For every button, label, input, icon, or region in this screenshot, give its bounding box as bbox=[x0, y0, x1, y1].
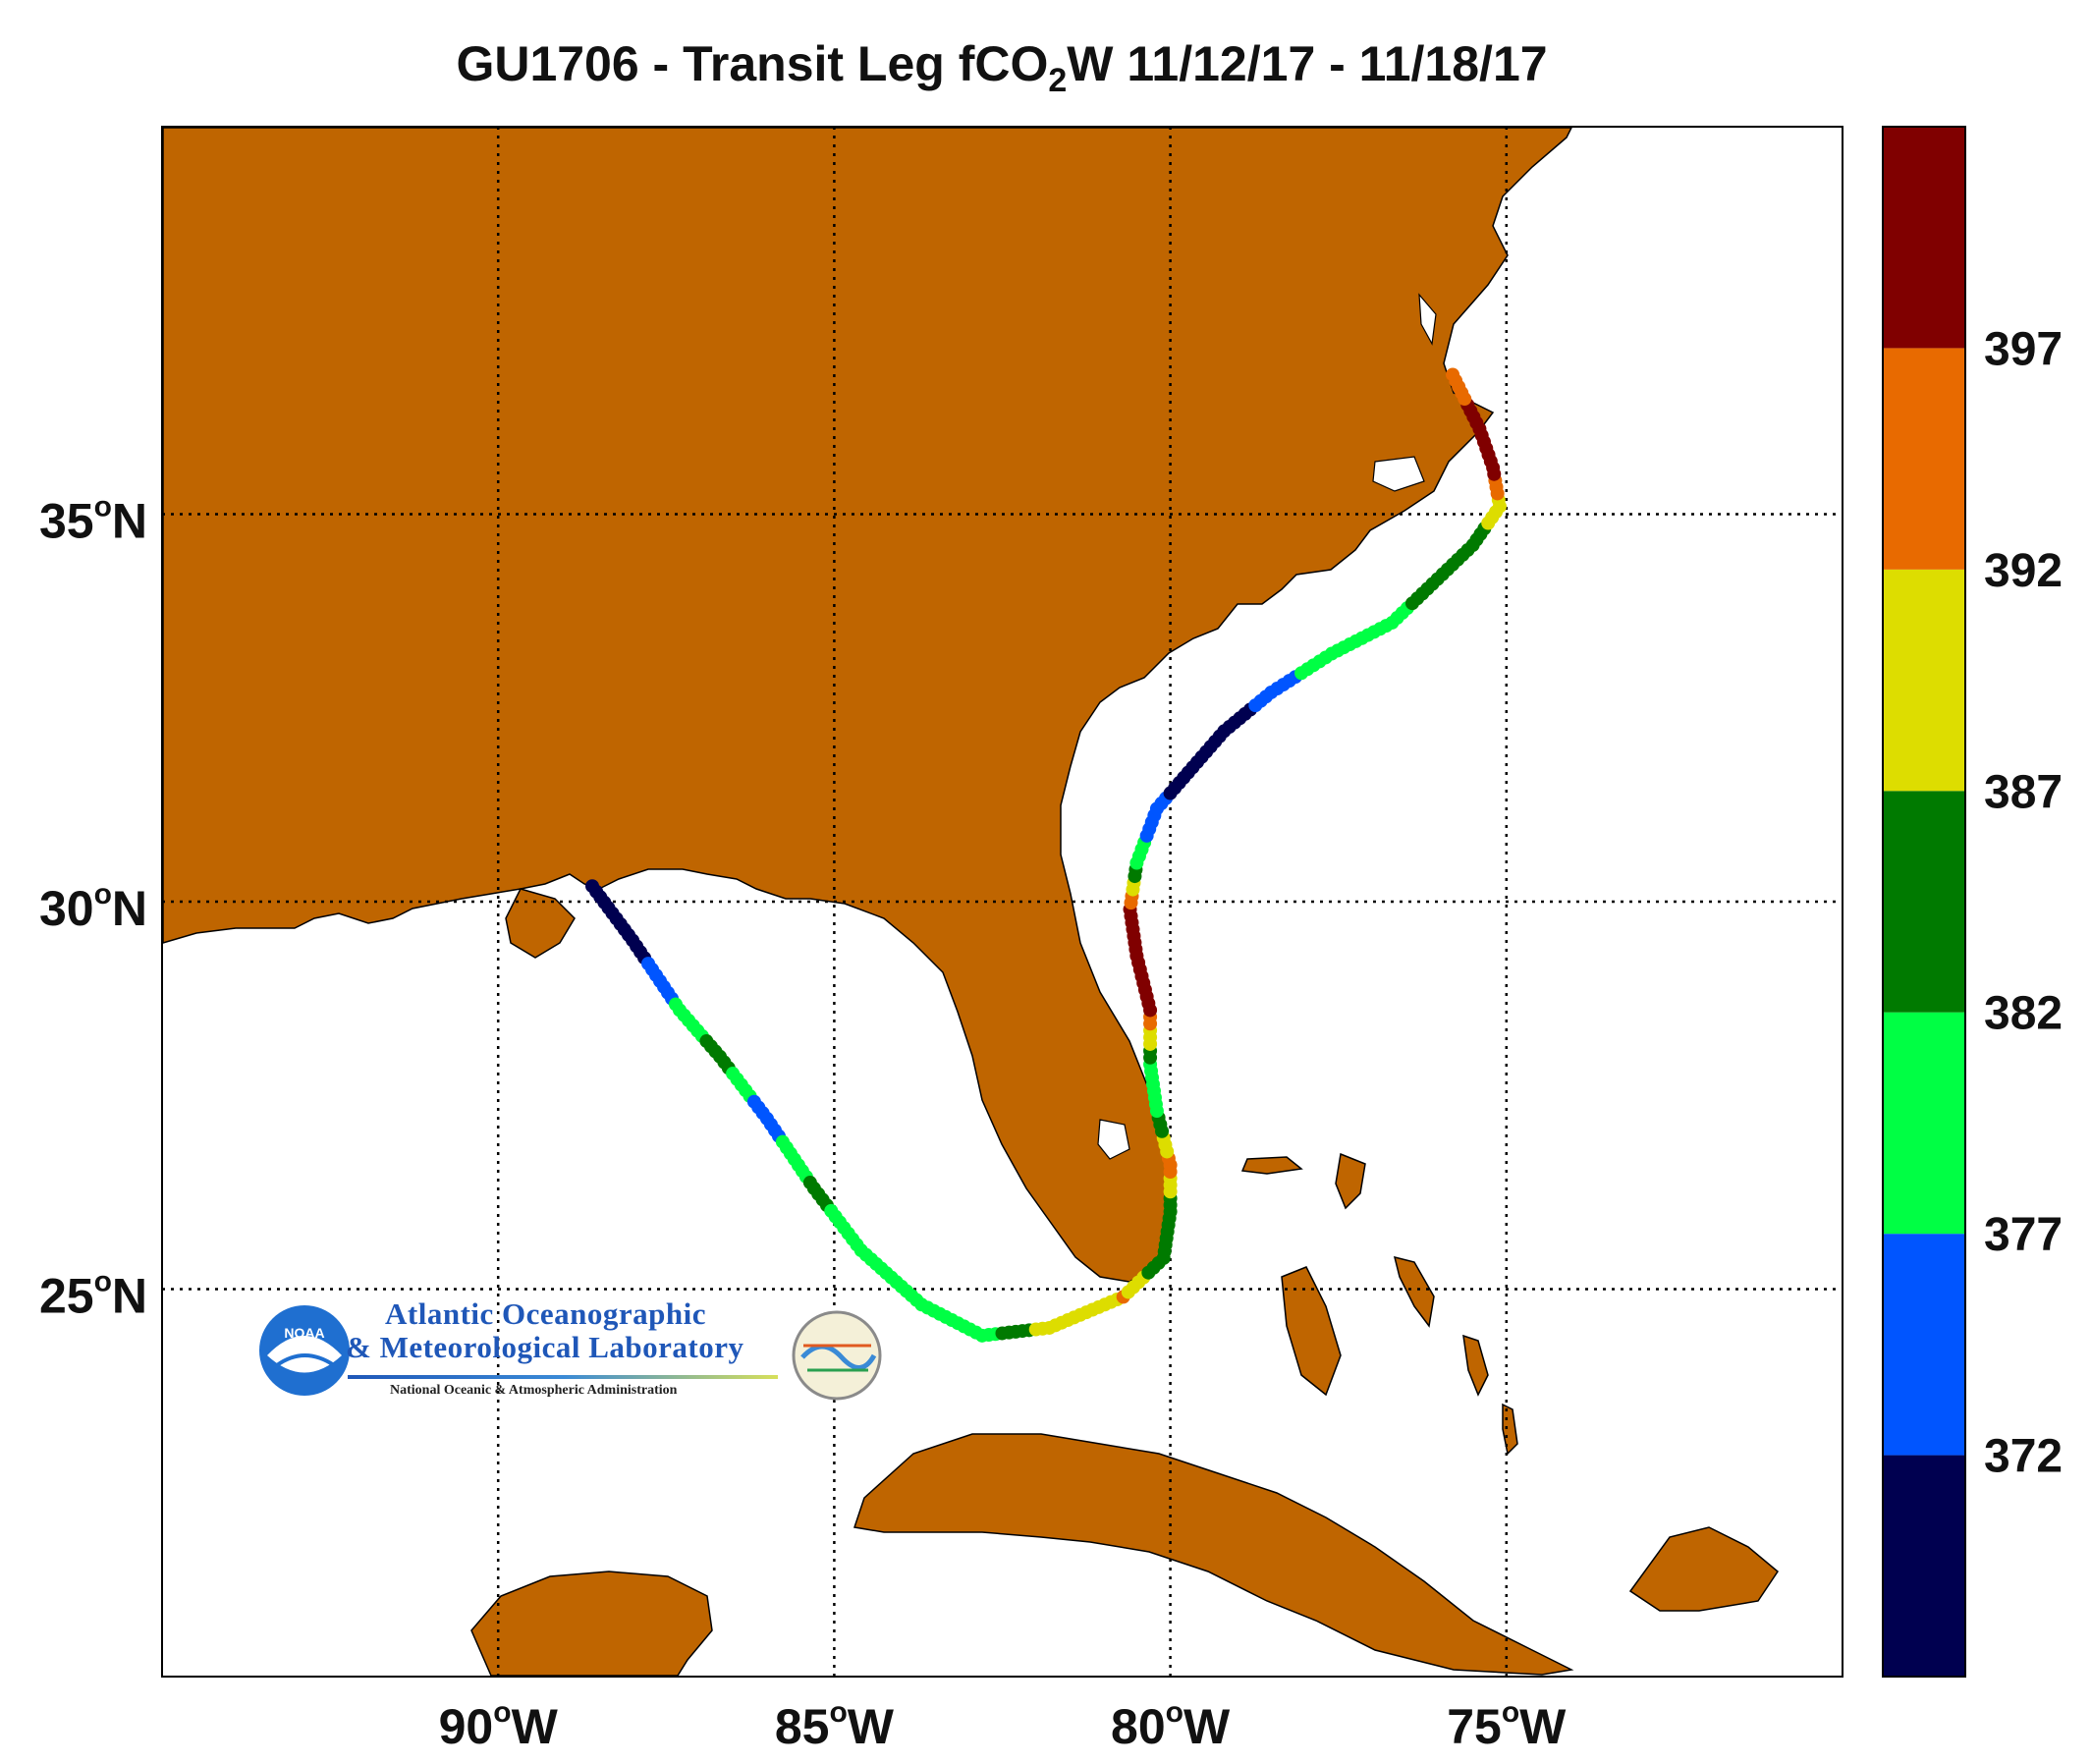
lon-tick-label: 85oW bbox=[775, 1696, 895, 1754]
ship-track bbox=[585, 367, 1507, 1343]
long-island-bahamas bbox=[1502, 1403, 1518, 1456]
pamlico-sound bbox=[1372, 456, 1425, 492]
lon-tick-label: 75oW bbox=[1447, 1696, 1567, 1754]
colorbar-tick-label: 382 bbox=[1984, 988, 2063, 1040]
title-prefix: GU1706 - Transit Leg fCO bbox=[456, 36, 1049, 91]
colorbar-bin bbox=[1883, 1234, 1965, 1456]
noaa-badge-text: NOAA bbox=[284, 1325, 324, 1341]
cat-island bbox=[1462, 1334, 1489, 1397]
lon-tick-label: 90oW bbox=[439, 1696, 559, 1754]
longitude-labels: 90oW 85oW 80oW 75oW bbox=[439, 1696, 1568, 1754]
lat-tick-label: 30oN bbox=[39, 878, 147, 936]
andros-island bbox=[1281, 1266, 1342, 1397]
colorbar: 372 377 382 387 392 397 bbox=[1882, 126, 2063, 1678]
colorbar-bin bbox=[1883, 348, 1965, 570]
lat-tick-label: 35oN bbox=[39, 491, 147, 549]
track-point bbox=[1446, 367, 1460, 382]
colorbar-bin bbox=[1883, 569, 1965, 792]
mississippi-delta bbox=[505, 888, 576, 959]
colorbar-tick-label: 392 bbox=[1984, 545, 2063, 597]
colorbar-bin bbox=[1883, 1012, 1965, 1235]
colorbar-tick-label: 397 bbox=[1984, 323, 2063, 375]
colorbar-tick-label: 377 bbox=[1984, 1209, 2063, 1261]
colorbar-tick-label: 387 bbox=[1984, 766, 2063, 818]
map-grid bbox=[162, 127, 1843, 1677]
title-suffix: W 11/12/17 - 11/18/17 bbox=[1067, 36, 1548, 91]
cuba bbox=[853, 1433, 1574, 1676]
lat-tick-label: 25oN bbox=[39, 1266, 147, 1324]
chart-title: GU1706 - Transit Leg fCO2W 11/12/17 - 11… bbox=[0, 35, 2004, 100]
logo-line1: Atlantic Oceanographic bbox=[385, 1296, 706, 1331]
lake-okeechobee bbox=[1097, 1119, 1130, 1160]
colorbar-bin bbox=[1883, 127, 1965, 349]
colorbar-frame bbox=[1882, 126, 1966, 1678]
colorbar-tick-label: 372 bbox=[1984, 1431, 2063, 1483]
land-layer bbox=[162, 127, 1779, 1677]
colorbar-bin bbox=[1883, 791, 1965, 1013]
logo-graphics: NOAA bbox=[259, 1305, 882, 1401]
aoml-logo: NOAA Atlantic Oceanographic & Meteorolog… bbox=[257, 1296, 886, 1424]
chesapeake-bay bbox=[1418, 293, 1437, 346]
colorbar-bin bbox=[1883, 1455, 1965, 1677]
title-subscript: 2 bbox=[1048, 62, 1068, 99]
grand-bahama bbox=[1240, 1156, 1303, 1175]
inland-water bbox=[1097, 293, 1437, 1160]
great-abaco bbox=[1335, 1152, 1366, 1210]
yucatan bbox=[470, 1571, 713, 1677]
latitude-labels: 35oN 30oN 25oN bbox=[39, 491, 147, 1324]
logo-line3: National Oceanic & Atmospheric Administr… bbox=[390, 1383, 678, 1398]
logo-line2: & Meteorological Laboratory bbox=[346, 1330, 744, 1364]
lon-tick-label: 80oW bbox=[1111, 1696, 1231, 1754]
logo-rule bbox=[348, 1375, 778, 1379]
hispaniola bbox=[1628, 1526, 1779, 1612]
eleuthera bbox=[1393, 1255, 1435, 1328]
